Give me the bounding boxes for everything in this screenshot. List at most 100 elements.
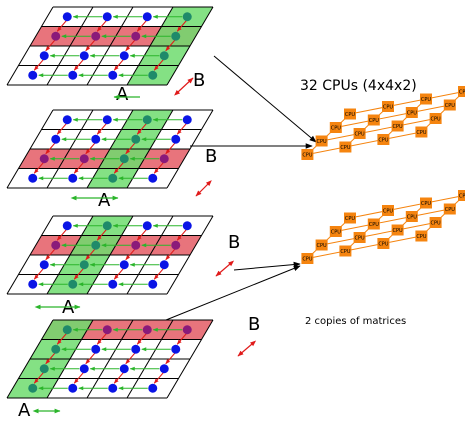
matrix-node bbox=[142, 325, 152, 335]
cpu-label: CPU bbox=[416, 130, 427, 136]
cpu-box bbox=[420, 197, 432, 209]
cpu-label: CPU bbox=[317, 139, 328, 145]
cpu-link bbox=[373, 112, 412, 121]
shift-arrow-b bbox=[73, 372, 84, 384]
matrix-node bbox=[79, 364, 89, 374]
shift-arrow-b bbox=[56, 229, 67, 241]
cpu-link bbox=[387, 202, 427, 211]
cpu-label: CPU bbox=[340, 249, 351, 255]
matrix-node bbox=[68, 279, 78, 289]
matrix-node bbox=[159, 260, 169, 270]
cpu-label: CPU bbox=[393, 124, 404, 130]
cpu-box bbox=[367, 114, 380, 126]
cpu-box bbox=[391, 120, 404, 132]
matrix-node bbox=[51, 134, 61, 144]
cpu-link bbox=[383, 235, 422, 244]
cpu-node: CPU bbox=[420, 93, 432, 105]
cpu-link bbox=[345, 243, 384, 252]
cpu-node: CPU bbox=[353, 232, 366, 243]
cpu-node: CPU bbox=[301, 149, 314, 160]
shift-arrow-b bbox=[45, 248, 56, 261]
matrix-layer-4: AB bbox=[6, 314, 260, 421]
matrix-node bbox=[131, 31, 141, 41]
matrix-node bbox=[108, 279, 118, 289]
cpu-node: CPU bbox=[443, 203, 456, 215]
cpu-label: CPU bbox=[445, 207, 456, 213]
shift-arrow-b bbox=[96, 333, 107, 345]
cpu-node: CPU bbox=[391, 120, 404, 132]
matrix-node bbox=[108, 70, 118, 80]
cpu-label: CPU bbox=[331, 229, 342, 235]
cpu-box bbox=[377, 238, 390, 249]
cpu-node: CPU bbox=[420, 197, 432, 209]
cpu-label: CPU bbox=[317, 243, 328, 249]
matrix-node bbox=[131, 344, 141, 354]
matrix-node bbox=[39, 154, 49, 164]
cpu-grid-upper: CPU CPU CPU CPU CPU CPU CPU CPU CPU CPU CPU CPU CPU C… bbox=[301, 86, 465, 160]
cpu-node: CPU bbox=[405, 107, 418, 118]
cpu-label: CPU bbox=[345, 112, 356, 118]
matrix-node bbox=[171, 134, 181, 144]
cpu-node: CPU bbox=[339, 245, 352, 257]
shift-arrow-b bbox=[176, 229, 187, 241]
cpu-label: CPU bbox=[378, 137, 389, 143]
cpu-node: CPU bbox=[315, 135, 328, 147]
shift-arrow-b bbox=[125, 39, 136, 52]
shift-arrow-b bbox=[153, 268, 164, 280]
matrix-node bbox=[62, 221, 72, 231]
cpu-node: CPU bbox=[329, 226, 342, 237]
cpu-link bbox=[359, 229, 398, 238]
matrix-node bbox=[39, 51, 49, 61]
shift-arrow-b bbox=[56, 123, 67, 135]
cpu-box bbox=[458, 190, 465, 201]
cpu-link bbox=[373, 216, 412, 225]
shift-arrow-b bbox=[73, 59, 84, 71]
shift-arrow-b bbox=[33, 372, 44, 384]
matrix-node bbox=[142, 115, 152, 125]
shift-arrow-b bbox=[96, 229, 107, 241]
cpu-node: CPU bbox=[344, 108, 356, 120]
cpu-node: CPU bbox=[415, 126, 428, 138]
cpu-label: CPU bbox=[369, 118, 380, 124]
cpu-box bbox=[301, 149, 314, 160]
matrix-node bbox=[28, 173, 38, 183]
cpu-link bbox=[425, 195, 465, 204]
cpu-label: CPU bbox=[416, 234, 427, 240]
shift-arrow-b bbox=[85, 142, 96, 155]
cpu-link bbox=[321, 237, 360, 246]
cpu-node: CPU bbox=[344, 212, 356, 224]
axis-b-arrow bbox=[237, 340, 257, 357]
axis-a-label: A bbox=[98, 190, 111, 211]
cpu-link bbox=[349, 106, 389, 115]
cpu-box bbox=[377, 134, 390, 145]
matrix-node bbox=[91, 134, 101, 144]
cpu-box bbox=[429, 113, 442, 124]
cpu-node: CPU bbox=[405, 211, 418, 222]
shift-arrow-b bbox=[33, 59, 44, 71]
cpu-link bbox=[321, 133, 360, 142]
matrix-node bbox=[159, 51, 169, 61]
cpu-node: CPU bbox=[458, 86, 465, 97]
matrix-node bbox=[171, 240, 181, 250]
shift-arrow-b bbox=[165, 248, 176, 261]
cpu-label: CPU bbox=[407, 214, 418, 220]
matrix-node bbox=[142, 12, 152, 22]
matrix-node bbox=[182, 221, 192, 231]
cpu-box bbox=[344, 108, 356, 120]
cpu-box bbox=[344, 212, 356, 224]
cpu-link bbox=[307, 146, 346, 155]
cpu-node: CPU bbox=[301, 253, 314, 264]
shift-arrow-b bbox=[125, 352, 136, 365]
matrix-node bbox=[68, 173, 78, 183]
cpu-label: CPU bbox=[345, 216, 356, 222]
cpu-label: CPU bbox=[355, 131, 366, 137]
matrix-node bbox=[28, 279, 38, 289]
matrix-layer-3: AB bbox=[6, 215, 240, 318]
axis-b-label: B bbox=[228, 232, 240, 253]
cpu-node: CPU bbox=[382, 101, 394, 112]
layer-to-cpu-arrow bbox=[233, 261, 301, 271]
matrix-node bbox=[79, 51, 89, 61]
axis-b-arrow bbox=[174, 77, 194, 96]
axis-b-label: B bbox=[193, 70, 205, 91]
cpu-label: CPU bbox=[378, 241, 389, 247]
